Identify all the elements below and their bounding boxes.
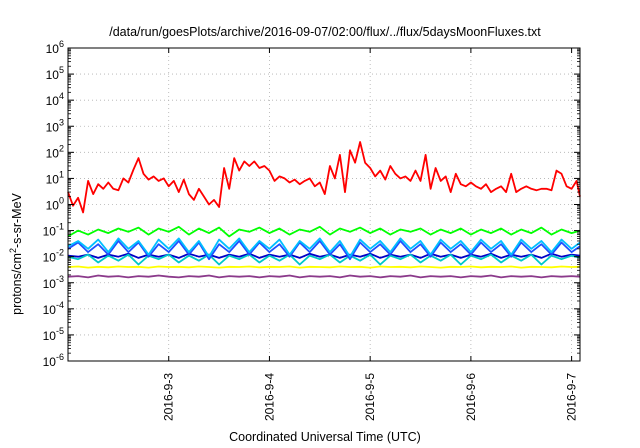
y-tick-label: 101 [46,169,64,186]
series-group [67,141,581,279]
y-tick-label: 102 [46,143,64,160]
y-tick-base: 10 [43,329,57,343]
series-line [67,265,581,269]
series-line [67,253,581,266]
y-tick-exponent: 4 [59,91,64,101]
y-tick-base: 10 [46,68,60,82]
y-tick-base: 10 [43,251,57,265]
y-tick-exponent: 5 [59,65,64,75]
y-tick-base: 10 [46,94,60,108]
series-line [67,225,581,238]
y-tick-exponent: -6 [56,352,64,362]
y-tick-label: 10-3 [43,274,64,291]
y-tick-base: 10 [46,146,60,160]
y-tick-exponent: 1 [59,169,64,179]
x-axis-label: Coordinated Universal Time (UTC) [229,430,421,444]
y-tick-labels: 10-610-510-410-310-210-11001011021031041… [43,39,64,369]
y-tick-base: 10 [46,199,60,213]
x-tick-label: 2016-9-4 [262,373,276,421]
y-tick-label: 103 [46,117,64,134]
series-line [67,252,581,259]
x-tick-label: 2016-9-6 [464,373,478,421]
y-tick-base: 10 [46,172,60,186]
x-tick-label: 2016-9-5 [363,373,377,421]
y-axis-label-exponent: 2 [8,248,18,253]
y-tick-base: 10 [43,355,57,369]
y-tick-label: 10-1 [43,222,64,239]
y-tick-label: 10-6 [43,352,64,369]
y-tick-label: 10-2 [43,248,64,265]
y-tick-base: 10 [46,120,60,134]
y-tick-label: 104 [46,91,64,108]
y-tick-label: 10-5 [43,326,64,343]
chart-title: /data/run/goesPlots/archive/2016-09-07/0… [109,25,541,39]
y-tick-base: 10 [46,42,60,56]
y-tick-label: 105 [46,65,64,82]
series-line [67,274,581,279]
y-tick-exponent: -4 [56,300,64,310]
y-tick-label: 100 [46,196,64,213]
y-tick-exponent: 6 [59,39,64,49]
y-tick-base: 10 [43,225,57,239]
x-tick-label: 2016-9-7 [565,373,579,421]
x-tick-label: 2016-9-3 [162,373,176,421]
y-axis-label: protons/cm2-s-sr-MeV [8,192,24,314]
series-line [67,237,581,258]
y-tick-base: 10 [43,303,57,317]
y-tick-exponent: -5 [56,326,64,336]
y-tick-label: 106 [46,39,64,56]
tick-marks [68,47,580,362]
y-tick-exponent: -1 [56,222,64,232]
y-tick-base: 10 [43,277,57,291]
y-axis-label-main: protons/cm [10,253,24,315]
y-tick-exponent: -3 [56,274,64,284]
y-axis-label-unit: -s-sr-MeV [10,192,24,248]
y-tick-exponent: 0 [59,196,64,206]
y-tick-label: 10-4 [43,300,64,317]
y-tick-exponent: 3 [59,117,64,127]
series-line [67,240,581,261]
y-tick-exponent: -2 [56,248,64,258]
series-line [67,141,581,214]
x-tick-labels: 2016-9-3 2016-9-4 2016-9-5 2016-9-6 2016-9-7 [162,373,579,421]
y-tick-exponent: 2 [59,143,64,153]
